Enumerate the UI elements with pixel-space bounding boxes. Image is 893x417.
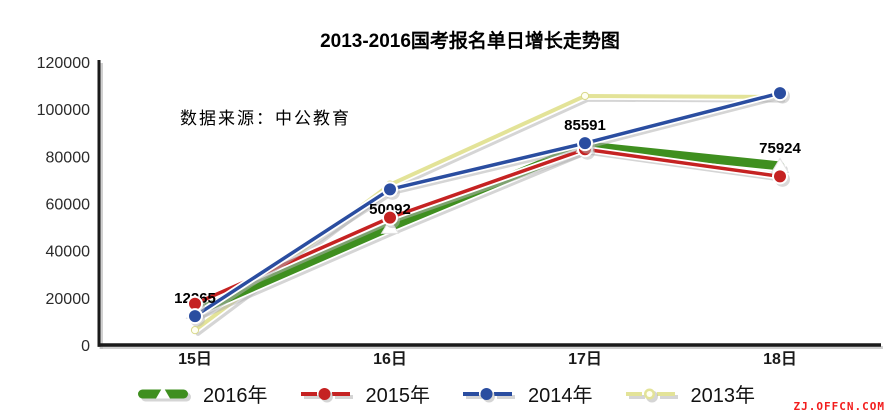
y-tick-label: 60000	[46, 197, 91, 214]
x-tick-label: 15日	[178, 350, 212, 368]
marker-circle-2014年	[382, 181, 400, 200]
legend-item-2016年: 2016年	[137, 379, 268, 408]
legend-marker-2015年	[300, 387, 353, 402]
data-source-note: 数据来源：中公教育	[180, 109, 351, 128]
data-label: 85591	[564, 117, 606, 134]
legend-label-2015年: 2015年	[365, 385, 431, 407]
y-tick-label: 0	[81, 338, 90, 355]
y-tick-label: 20000	[46, 291, 91, 308]
chart-title: 2013-2016国考报名单日增长走势图	[320, 31, 620, 52]
marker-circle-2015年	[772, 168, 790, 187]
legend-item-2014年: 2014年	[462, 379, 593, 408]
marker-circle-2014年	[772, 85, 790, 104]
legend-label-2016年: 2016年	[203, 385, 268, 407]
x-tick-label: 18日	[763, 350, 797, 368]
chart-legend: 2016年 2015年 2014年 2013年	[137, 379, 787, 408]
legend-item-2013年: 2013年	[625, 379, 756, 408]
marker-circle-2015年	[187, 295, 205, 315]
x-tick-label: 16日	[373, 350, 407, 368]
marker-circle-2015年	[382, 209, 400, 229]
data-label: 50092	[369, 201, 411, 218]
y-tick-label: 100000	[37, 102, 90, 119]
marker-circle-2014年	[187, 308, 205, 327]
legend-item-2015年: 2015年	[300, 379, 431, 408]
legend-label-2013年: 2013年	[690, 385, 756, 407]
marker-dot-2013	[190, 326, 200, 335]
x-tick-label: 17日	[568, 350, 602, 368]
marker-dot-2013	[580, 91, 590, 101]
y-tick-label: 80000	[46, 149, 91, 166]
marker-circle-2014年	[577, 135, 595, 154]
legend-marker-2014年	[463, 387, 515, 402]
y-tick-label: 120000	[37, 55, 90, 72]
legend-label-2014年: 2014年	[528, 385, 593, 407]
legend-marker-2016年	[138, 386, 191, 401]
watermark-text: ZJ.OFFCN.COM	[793, 400, 885, 413]
legend-marker-2013年	[625, 388, 678, 402]
data-label: 75924	[759, 140, 801, 157]
y-tick-label: 40000	[46, 244, 91, 261]
